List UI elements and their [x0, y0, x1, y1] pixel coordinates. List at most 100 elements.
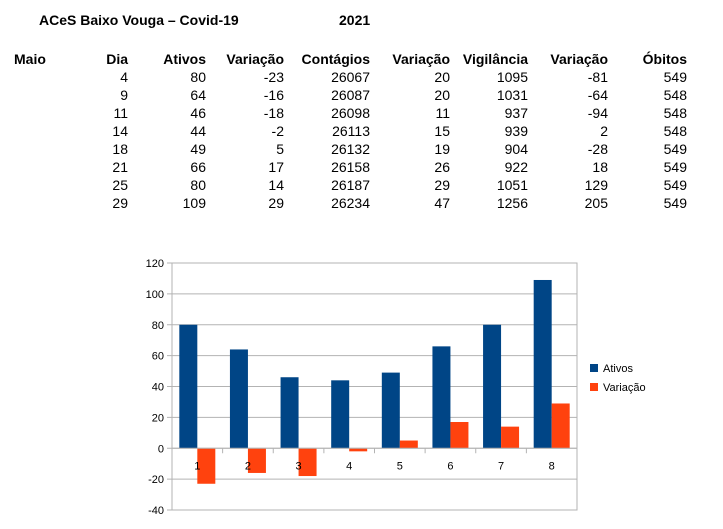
- table-row: 25 80 14 26187 29 1051 129 549: [14, 176, 687, 194]
- bar-variacao: [551, 403, 570, 449]
- x-tick-label: 5: [397, 460, 403, 472]
- bar-ativos: [331, 380, 350, 449]
- table-cell: 129: [584, 177, 608, 193]
- table-cell: 29: [112, 195, 128, 211]
- table-cell: 939: [504, 123, 528, 139]
- y-tick-label: 100: [146, 289, 164, 301]
- col-header-variacao-vigilancia: Variação: [550, 51, 608, 67]
- table-cell: 9: [120, 87, 128, 103]
- y-tick-label: 120: [146, 258, 164, 270]
- bar-ativos: [533, 279, 552, 449]
- x-tick-label: 6: [447, 460, 453, 472]
- bar-ativos: [381, 372, 400, 449]
- x-tick-label: 8: [549, 460, 555, 472]
- legend-swatch-ativos: [590, 364, 598, 372]
- table-row: 11 46 -18 26098 11 937 -94 548: [14, 104, 687, 122]
- table-cell: 80: [190, 69, 206, 85]
- bar-ativos: [483, 324, 502, 449]
- table-cell: 1051: [496, 177, 528, 193]
- table-cell: 17: [268, 159, 284, 175]
- table-cell: 29: [268, 195, 284, 211]
- col-header-obitos: Óbitos: [642, 51, 687, 67]
- x-tick-label: 1: [194, 460, 200, 472]
- legend-label-variacao: Variação: [603, 382, 646, 394]
- x-tick-label: 3: [296, 460, 302, 472]
- table-cell: 64: [190, 87, 206, 103]
- legend-swatch-variacao: [590, 383, 598, 391]
- bar-variacao: [298, 448, 317, 477]
- table-cell: 18: [112, 141, 128, 157]
- table-cell: 26132: [331, 141, 370, 157]
- table-cell: 46: [190, 105, 206, 121]
- table-cell: 937: [504, 105, 528, 121]
- table-cell: 1256: [496, 195, 528, 211]
- table-row: 9 64 -16 26087 20 1031 -64 548: [14, 86, 687, 104]
- col-header-contagios: Contágios: [301, 51, 370, 67]
- table-cell: 18: [592, 159, 608, 175]
- table-cell: 5: [276, 141, 284, 157]
- col-header-variacao-ativos: Variação: [226, 51, 284, 67]
- bar-variacao: [197, 448, 216, 484]
- bar-ativos: [280, 377, 299, 449]
- table-row: 21 66 17 26158 26 922 18 549: [14, 158, 687, 176]
- table-cell: -23: [263, 69, 284, 85]
- table-cell: 49: [190, 141, 206, 157]
- table-cell: 25: [112, 177, 128, 193]
- table-row: 4 80 -23 26067 20 1095 -81 549: [14, 68, 687, 86]
- table-row: 14 44 -2 26113 15 939 2 548: [14, 122, 687, 140]
- bar-variacao: [450, 422, 469, 449]
- table-cell: 548: [663, 123, 687, 139]
- y-tick-label: -40: [148, 505, 164, 517]
- data-table: Maio Dia Ativos Variação Contágios Varia…: [14, 50, 687, 212]
- table-cell: 21: [112, 159, 128, 175]
- col-header-variacao-contagios: Variação: [392, 51, 450, 67]
- table-cell: 11: [435, 105, 450, 121]
- table-cell: 29: [434, 177, 450, 193]
- table-cell: -28: [587, 141, 608, 157]
- table-row: 29 109 29 26234 47 1256 205 549: [14, 194, 687, 212]
- table-cell: 548: [663, 105, 687, 121]
- table-cell: 14: [268, 177, 284, 193]
- bar-ativos: [432, 346, 451, 449]
- table-cell: 20: [434, 69, 450, 85]
- y-tick-label: 20: [152, 412, 164, 424]
- table-cell: 26234: [331, 195, 370, 211]
- y-tick-label: 60: [152, 351, 164, 363]
- bar-variacao: [501, 426, 520, 449]
- table-cell: -16: [263, 87, 284, 103]
- table-header-row: Maio Dia Ativos Variação Contágios Varia…: [14, 50, 687, 68]
- table-cell: 109: [182, 195, 206, 211]
- col-header-dia: Dia: [106, 51, 128, 67]
- table-cell: 80: [190, 177, 206, 193]
- table-cell: 904: [504, 141, 528, 157]
- table-cell: 26087: [331, 87, 370, 103]
- col-header-vigilancia: Vigilância: [462, 51, 528, 67]
- table-cell: -94: [587, 105, 608, 121]
- table-cell: -2: [271, 123, 284, 139]
- bar-variacao: [399, 440, 418, 449]
- table-cell: 549: [663, 159, 687, 175]
- x-tick-label: 4: [346, 460, 352, 472]
- table-cell: 549: [663, 195, 687, 211]
- table-cell: 922: [504, 159, 528, 175]
- table-cell: 26: [434, 159, 450, 175]
- x-tick-label: 2: [245, 460, 251, 472]
- table-cell: 549: [663, 177, 687, 193]
- table-cell: 26113: [332, 123, 370, 139]
- table-cell: 19: [434, 141, 450, 157]
- table-cell: 205: [584, 195, 608, 211]
- y-tick-label: 80: [152, 320, 164, 332]
- table-cell: 66: [190, 159, 206, 175]
- col-header-ativos: Ativos: [163, 51, 206, 67]
- table-cell: 549: [663, 141, 687, 157]
- table-cell: 26067: [331, 69, 370, 85]
- bar-ativos: [179, 324, 198, 449]
- table-cell: 11: [113, 105, 128, 121]
- bar-variacao: [349, 448, 368, 452]
- table-cell: 2: [600, 123, 608, 139]
- y-tick-label: 40: [152, 382, 164, 394]
- table-cell: 548: [663, 87, 687, 103]
- x-tick-label: 7: [498, 460, 504, 472]
- y-tick-label: -20: [148, 474, 164, 486]
